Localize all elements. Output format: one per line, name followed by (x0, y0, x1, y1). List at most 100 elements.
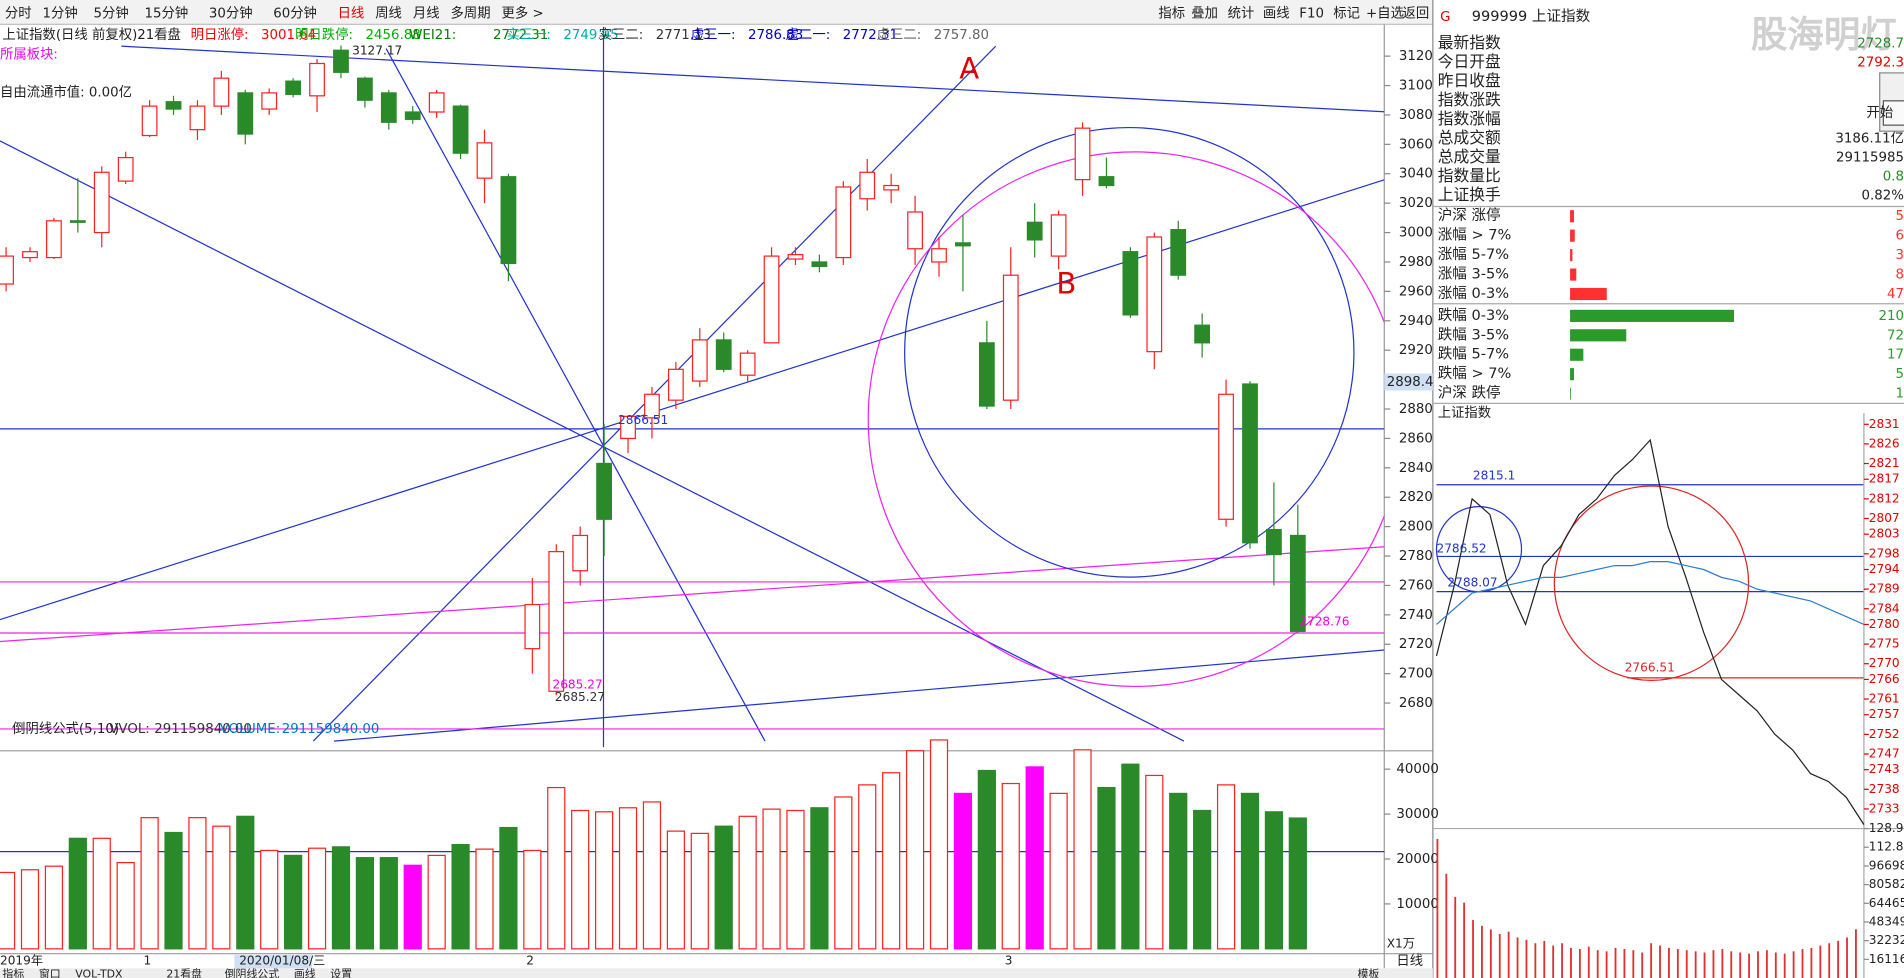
tool-button[interactable]: 标记 (1333, 5, 1360, 21)
price-label: 2766.51 (1625, 661, 1675, 675)
candle-body (883, 184, 900, 191)
volume-bar (140, 817, 159, 950)
candle-body (0, 255, 14, 285)
indicator-value: 2749.95 (563, 28, 618, 43)
intraday-volume-bar (1757, 951, 1759, 978)
bottom-tab[interactable]: 指标 (2, 966, 24, 978)
y-tick-label: 2960 (1399, 284, 1433, 299)
candle-body (1002, 274, 1019, 401)
tool-button[interactable]: 统计 (1228, 5, 1255, 21)
bottom-tab[interactable]: 画线 (294, 966, 316, 978)
breadth-label: 沪深 跌停 (1438, 385, 1501, 402)
x-tick-label: 3 (1005, 953, 1013, 967)
candle-body (380, 92, 397, 123)
volume-bar (116, 861, 135, 950)
period-tab[interactable]: 60分钟 (273, 4, 317, 21)
bottom-tab[interactable]: 倒阴线公式 (225, 966, 280, 978)
bottom-tab[interactable]: VOL-TDX (75, 967, 123, 978)
tool-button[interactable]: 画线 (1263, 5, 1290, 21)
start-button[interactable] (1882, 100, 1904, 126)
indicator-name: 明日涨停: (191, 26, 249, 43)
intraday-volume-bar (1489, 929, 1492, 978)
volume-bar (284, 854, 303, 950)
indicator-name: 实三一: (506, 27, 551, 43)
candle-body (309, 62, 325, 97)
bottom-tab[interactable]: 设置 (330, 967, 352, 978)
y-tick-label: 3080 (1399, 108, 1433, 123)
volume-bar (236, 815, 255, 950)
candle-body (931, 248, 947, 263)
tool-button[interactable]: 叠加 (1191, 5, 1218, 21)
security-code: 999999 上证指数 (1472, 8, 1591, 25)
intraday-volume-bar (1525, 939, 1528, 978)
y-tick-label: 2840 (1399, 461, 1433, 476)
breadth-label: 跌幅 3-5% (1438, 326, 1510, 343)
period-tab[interactable]: 月线 (413, 5, 440, 21)
period-tab[interactable]: 15分钟 (145, 4, 189, 21)
candle-body (1026, 221, 1043, 241)
period-tab[interactable]: 5分钟 (94, 4, 129, 21)
volume-bar (379, 857, 398, 950)
bottom-tab[interactable]: 21看盘 (166, 966, 202, 978)
volume-bar (427, 854, 446, 950)
period-tab[interactable]: 分时 (5, 5, 32, 21)
bottom-tab[interactable]: 窗口 (39, 966, 61, 978)
volume-bar (331, 846, 351, 950)
intraday-volume-bar (1605, 951, 1608, 978)
period-tab[interactable]: 更多 > (502, 4, 544, 21)
y-tick-label: 2826 (1869, 436, 1900, 450)
start-button-label[interactable]: 开始 (1866, 105, 1893, 121)
intraday-volume-bar (1855, 929, 1857, 978)
x-tick-label: 2019年 (0, 953, 43, 967)
period-tab[interactable]: 1分钟 (43, 4, 78, 21)
intraday-volume-bar (1623, 949, 1626, 978)
intraday-volume-bar (1721, 949, 1724, 978)
y-tick-label: 2766 (1869, 672, 1900, 686)
tabs-bg (0, 968, 1433, 978)
intraday-volume-bar (1481, 925, 1483, 978)
volume-bar (68, 837, 87, 950)
volume-bar (1216, 784, 1236, 950)
intraday-volume-bar (1819, 945, 1822, 978)
tool-button[interactable]: 返回 (1403, 5, 1430, 21)
breadth-value: 1 (1896, 387, 1904, 402)
period-tab[interactable]: 周线 (375, 5, 402, 21)
gann-drawings (0, 26, 1385, 748)
tool-button[interactable]: 指标 (1158, 5, 1185, 21)
volume-bar (1025, 766, 1044, 950)
volume-bar (1240, 792, 1260, 950)
volume-bar (44, 865, 64, 950)
cursor-date-bg (234, 954, 313, 969)
stat-value: 0.8 (1883, 169, 1904, 184)
stat-value: 29115985 (1836, 150, 1904, 165)
period-label[interactable]: 日线 (1396, 953, 1423, 969)
volume-bar (762, 808, 781, 950)
candle-body (1242, 383, 1258, 544)
volume-bar (594, 811, 614, 950)
period-tab[interactable]: 多周期 (451, 4, 491, 21)
bottom-tab[interactable]: 模板 (1358, 966, 1380, 978)
period-tab[interactable]: 30分钟 (209, 4, 253, 21)
y-tick-label: 40000 (1396, 762, 1438, 777)
tool-button[interactable]: F10 (1299, 6, 1324, 21)
tool-button[interactable]: +自选 (1366, 5, 1404, 21)
breadth-value: 8 (1896, 268, 1904, 283)
intraday-volume-bar (1685, 950, 1688, 978)
y-tick-label: 2780 (1399, 549, 1433, 564)
intraday-volume-bar (1730, 951, 1733, 978)
breadth-value: 72 (1887, 328, 1904, 343)
intraday-volume-bar (1774, 952, 1777, 978)
stat-label: 总成交额 (1438, 128, 1501, 147)
price-label: 2788.07 (1447, 576, 1497, 590)
intraday-volume-bar (1792, 951, 1795, 978)
y-tick-label: 3120 (1399, 49, 1433, 64)
candle-body (93, 171, 110, 234)
intraday-volume-bar (1703, 952, 1706, 978)
candle-body (739, 352, 756, 376)
y-tick-label: 2740 (1399, 608, 1433, 623)
intraday-title: 上证指数 (1438, 405, 1491, 421)
volume-bar (642, 801, 662, 950)
period-tab[interactable]: 日线 (338, 5, 365, 21)
candle-body (1146, 236, 1163, 353)
y-tick-label: 3000 (1399, 226, 1433, 241)
